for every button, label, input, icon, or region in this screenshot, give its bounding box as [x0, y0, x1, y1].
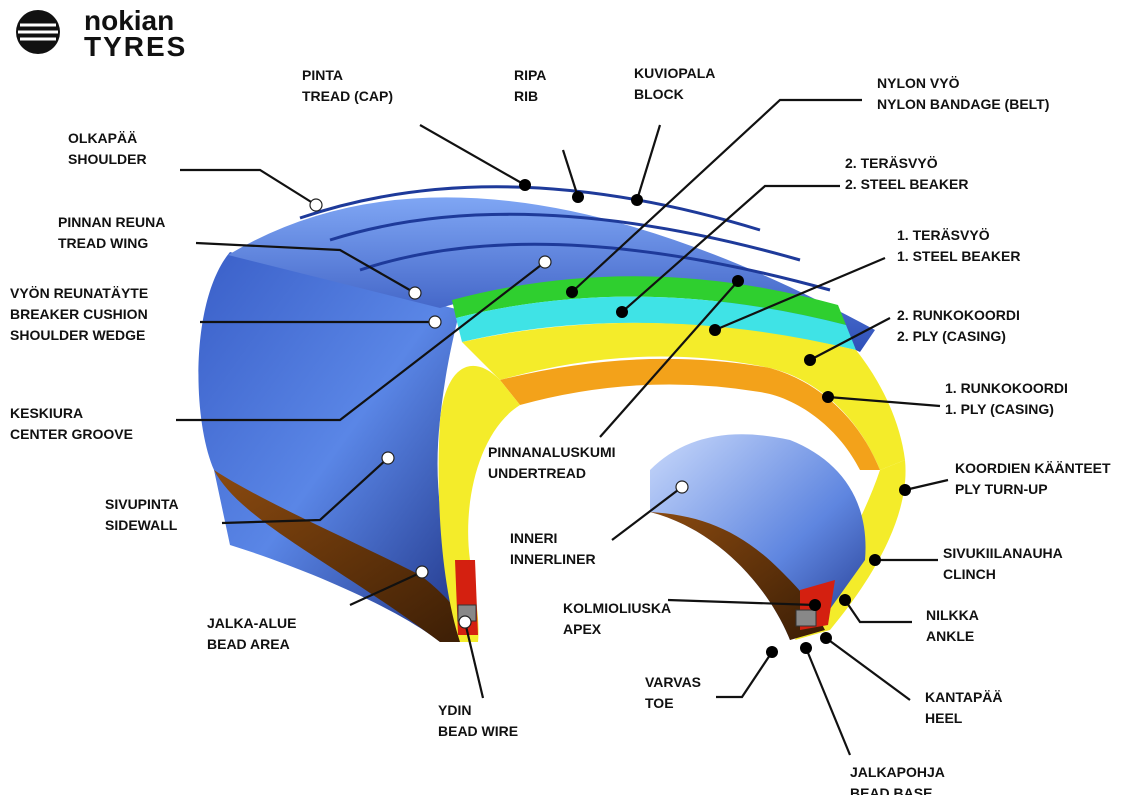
label-line: INNERLINER: [510, 551, 596, 567]
label-line: 2. RUNKOKOORDI: [897, 307, 1020, 323]
logo: nokian TYRES: [16, 5, 187, 62]
pointer-dot: [416, 566, 428, 578]
label-line: 1. RUNKOKOORDI: [945, 380, 1068, 396]
pointer-dot: [899, 484, 911, 496]
leader-line: [826, 638, 910, 700]
pointer-dot: [429, 316, 441, 328]
label-line: SIVUKIILANAUHA: [943, 545, 1063, 561]
diagram: nokian TYRES: [0, 0, 1147, 795]
pointer-dot: [709, 324, 721, 336]
pointer-dot: [631, 194, 643, 206]
leader-line: [716, 652, 772, 697]
label-line: CENTER GROOVE: [10, 426, 133, 442]
label-line: RIPA: [514, 67, 546, 83]
label-line: 2. PLY (CASING): [897, 328, 1006, 344]
pointer-dot: [804, 354, 816, 366]
label-line: SHOULDER: [68, 151, 147, 167]
label-line: INNERI: [510, 530, 557, 546]
label-line: 2. TERÄSVYÖ: [845, 155, 938, 171]
left-ply: [439, 366, 520, 642]
pointer-dot: [676, 481, 688, 493]
label-line: 1. STEEL BEAKER: [897, 248, 1020, 264]
pointer-dot: [572, 191, 584, 203]
label-line: SHOULDER WEDGE: [10, 327, 145, 343]
label-line: PINTA: [302, 67, 343, 83]
label-line: BREAKER CUSHION: [10, 306, 148, 322]
label-line: RIB: [514, 88, 538, 104]
label-line: VYÖN REUNATÄYTE: [10, 285, 148, 301]
label-line: NYLON VYÖ: [877, 75, 960, 91]
leader-line: [845, 600, 912, 622]
label-line: TREAD WING: [58, 235, 148, 251]
label-line: APEX: [563, 621, 602, 637]
label-line: SIVUPINTA: [105, 496, 179, 512]
label-line: PLY TURN-UP: [955, 481, 1048, 497]
label-line: KUVIOPALA: [634, 65, 715, 81]
pointer-dot: [382, 452, 394, 464]
pointer-dot: [766, 646, 778, 658]
leader-line: [905, 480, 948, 490]
label-line: ANKLE: [926, 628, 974, 644]
label-line: BEAD BASE: [850, 785, 932, 795]
pointer-dot: [409, 287, 421, 299]
label-line: VARVAS: [645, 674, 701, 690]
leader-line: [637, 125, 660, 200]
tire: [198, 187, 905, 642]
label-line: JALKA-ALUE: [207, 615, 296, 631]
label-line: NILKKA: [926, 607, 979, 623]
pointer-dot: [616, 306, 628, 318]
label-line: TOE: [645, 695, 674, 711]
label-line: PINNAN REUNA: [58, 214, 165, 230]
pointer-dot: [839, 594, 851, 606]
label-line: CLINCH: [943, 566, 996, 582]
label-line: HEEL: [925, 710, 963, 726]
label-line: KANTAPÄÄ: [925, 689, 1003, 705]
pointer-dot: [539, 256, 551, 268]
label-line: SIDEWALL: [105, 517, 178, 533]
leader-line: [180, 170, 316, 205]
pointer-dot: [800, 642, 812, 654]
label-line: NYLON BANDAGE (BELT): [877, 96, 1049, 112]
logo-product: TYRES: [84, 31, 187, 62]
pointer-dot: [459, 616, 471, 628]
label-line: JALKAPOHJA: [850, 764, 945, 780]
label-line: OLKAPÄÄ: [68, 130, 137, 146]
label-line: BEAD WIRE: [438, 723, 518, 739]
left-sidewall: [198, 252, 478, 642]
label-line: 2. STEEL BEAKER: [845, 176, 968, 192]
pointer-dot: [732, 275, 744, 287]
pointer-dot: [519, 179, 531, 191]
label-line: BEAD AREA: [207, 636, 290, 652]
pointer-dot: [310, 199, 322, 211]
label-line: PINNANALUSKUMI: [488, 444, 616, 460]
leader-line: [420, 125, 525, 185]
pointer-dot: [822, 391, 834, 403]
label-line: KESKIURA: [10, 405, 83, 421]
right-bead-wire: [796, 610, 816, 626]
label-line: UNDERTREAD: [488, 465, 586, 481]
label-line: BLOCK: [634, 86, 684, 102]
leader-line: [806, 648, 850, 755]
labels: PINTA TREAD (CAP) RIPA RIB KUVIOPALA BLOCK NYL…: [10, 65, 1111, 795]
label-line: YDIN: [438, 702, 471, 718]
label-line: TREAD (CAP): [302, 88, 393, 104]
label-line: KOORDIEN KÄÄNTEET: [955, 460, 1111, 476]
pointer-dot: [869, 554, 881, 566]
pointer-dot: [566, 286, 578, 298]
label-line: 1. TERÄSVYÖ: [897, 227, 990, 243]
pointer-dot: [820, 632, 832, 644]
label-line: KOLMIOLIUSKA: [563, 600, 671, 616]
label-line: 1. PLY (CASING): [945, 401, 1054, 417]
pointer-dot: [809, 599, 821, 611]
